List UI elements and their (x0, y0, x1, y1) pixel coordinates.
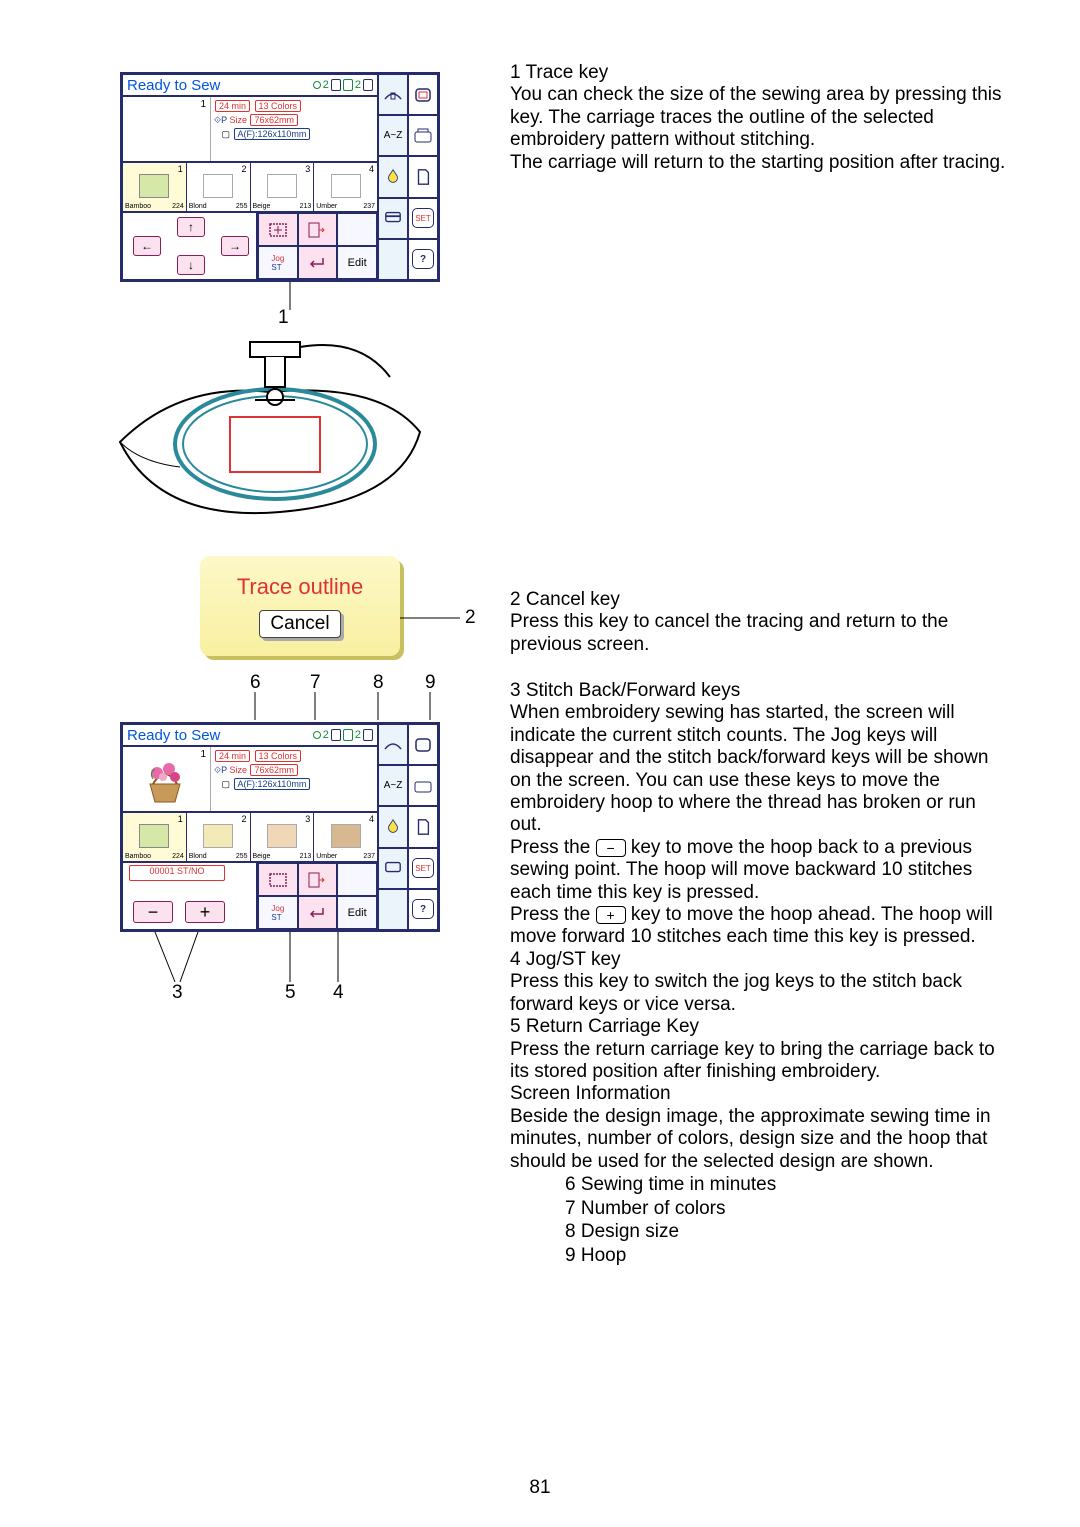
callout-4: 4 (333, 982, 344, 1004)
stitch-forward-button[interactable]: + (185, 901, 225, 923)
tab-help[interactable]: ? (407, 240, 437, 279)
size-pill: 76x62mm (250, 114, 298, 126)
trace-key-p2: The carriage will return to the starting… (510, 152, 1010, 174)
s2-swatch-1[interactable]: 1Bamboo224 (123, 813, 187, 861)
tab-color-pick[interactable] (377, 157, 407, 196)
tab-r5b[interactable]: ? (407, 890, 437, 929)
color-swatches-1: 1Bamboo224 2Blond255 3Beige213 4Umber237 (123, 163, 377, 213)
sbf-heading: 3 Stitch Back/Forward keys (510, 680, 1010, 702)
info-8: 8 Design size (565, 1220, 1010, 1244)
callout-8: 8 (373, 672, 384, 694)
jogst-p: Press this key to switch the jog keys to… (510, 971, 1010, 1016)
screeninfo-p: Beside the design image, the approximate… (510, 1106, 1010, 1173)
jog-up-button[interactable]: ↑ (177, 217, 205, 237)
tab-r3b[interactable] (407, 807, 437, 846)
trace-key-p1: You can check the size of the sewing are… (510, 84, 1010, 151)
sbf-p3: Press the + key to move the hoop ahead. … (510, 904, 1010, 949)
hoop-dot-icon (313, 81, 321, 89)
callout-3: 3 (172, 982, 183, 1004)
stitch-count-display: 00001 ST/NO (129, 865, 225, 881)
tab-r1b[interactable] (407, 725, 437, 764)
cancel-key-heading: 2 Cancel key (510, 589, 1010, 611)
hoop-indicator-group: 2 2 (313, 79, 373, 91)
tab-r1a[interactable] (377, 725, 407, 764)
info-9: 9 Hoop (565, 1244, 1010, 1268)
swatch-2[interactable]: 2Blond255 (187, 163, 251, 211)
jog-pad: ↑ ↓ ← → (123, 213, 258, 279)
jogst-heading: 4 Jog/ST key (510, 949, 1010, 971)
trace-popup-title: Trace outline (237, 574, 363, 600)
sbf-p2: Press the − key to move the hoop back to… (510, 837, 1010, 904)
tab-r2b[interactable] (407, 766, 437, 805)
page-number: 81 (0, 1477, 1080, 1499)
tab-r4b[interactable]: SET (407, 849, 437, 888)
screen1-title-row: Ready to Sew 2 2 (123, 75, 377, 97)
return-heading: 5 Return Carriage Key (510, 1016, 1010, 1038)
tab-emb-mode[interactable] (407, 116, 437, 155)
next-page-button[interactable] (298, 213, 338, 246)
screeninfo-heading: Screen Information (510, 1083, 1010, 1105)
jog-right-button[interactable]: → (221, 236, 249, 256)
hoop-icon-3 (363, 79, 373, 91)
edit-button[interactable]: Edit (337, 246, 377, 279)
screen1-title: Ready to Sew (127, 77, 220, 94)
time-pill: 24 min (215, 100, 250, 112)
hoop-illustration (100, 322, 440, 532)
return-carriage-button[interactable] (298, 246, 338, 279)
hoop-icon-1 (331, 79, 341, 91)
plus-key-icon: + (596, 906, 626, 924)
hoop-pill: A(F):126x110mm (234, 128, 311, 140)
info-7: 7 Number of colors (565, 1197, 1010, 1221)
tab-set[interactable]: SET (407, 199, 437, 238)
trace-key-button-2[interactable] (258, 863, 298, 896)
callout-7: 7 (310, 672, 321, 694)
cancel-key-p: Press this key to cancel the tracing and… (510, 611, 1010, 656)
tab-card[interactable] (377, 199, 407, 238)
tab-r4a[interactable] (377, 849, 407, 888)
callout-6: 6 (250, 672, 261, 694)
design-thumbnail: 1 (123, 97, 211, 161)
jogst-button-2[interactable]: JogST (258, 896, 298, 929)
callout-5: 5 (285, 982, 296, 1004)
tab-r3a[interactable] (377, 807, 407, 846)
callout-2: 2 (465, 607, 476, 629)
next-page-button-2[interactable] (298, 863, 338, 896)
swatch-1[interactable]: 1Bamboo224 (123, 163, 187, 211)
tab-blank (377, 240, 407, 279)
trace-key-heading: 1 Trace key (510, 62, 1010, 84)
tab-r2a[interactable]: A~Z (377, 766, 407, 805)
cancel-button[interactable]: Cancel (259, 610, 340, 638)
ready-to-sew-screen-2: Ready to Sew 2 2 1 (120, 722, 440, 932)
tab-presser[interactable] (377, 75, 407, 114)
swatch-3[interactable]: 3Beige213 (251, 163, 315, 211)
trace-outline-popup: Trace outline Cancel (200, 556, 400, 656)
tab-file[interactable] (407, 157, 437, 196)
return-carriage-button-2[interactable] (298, 896, 338, 929)
blank-cell (337, 213, 377, 246)
tab-hoop[interactable] (407, 75, 437, 114)
tab-az[interactable]: A~Z (377, 116, 407, 155)
design-thumbnail-2: 1 (123, 747, 211, 811)
jog-down-button[interactable]: ↓ (177, 255, 205, 275)
info-6: 6 Sewing time in minutes (565, 1173, 1010, 1197)
trace-key-button[interactable] (258, 213, 298, 246)
s2-swatch-3[interactable]: 3Beige213 (251, 813, 315, 861)
sbf-p1: When embroidery sewing has started, the … (510, 702, 1010, 836)
hoop-icon-2 (343, 79, 353, 91)
swatch-4[interactable]: 4Umber237 (314, 163, 377, 211)
edit-button-2[interactable]: Edit (337, 896, 377, 929)
s2-swatch-2[interactable]: 2Blond255 (187, 813, 251, 861)
s2-swatch-4[interactable]: 4Umber237 (314, 813, 377, 861)
stitch-back-button[interactable]: − (133, 901, 173, 923)
minus-key-icon: − (596, 839, 626, 857)
ready-to-sew-screen-1: Ready to Sew 2 2 1 (120, 72, 440, 282)
jog-left-button[interactable]: ← (133, 236, 161, 256)
design-info-fields: 24 min 13 Colors ⟐P Size 76x62mm ▢ A(F):… (211, 97, 377, 161)
return-p: Press the return carriage key to bring t… (510, 1039, 1010, 1084)
callout-9: 9 (425, 672, 436, 694)
colors-pill: 13 Colors (255, 100, 302, 112)
jogst-button[interactable]: JogST (258, 246, 298, 279)
